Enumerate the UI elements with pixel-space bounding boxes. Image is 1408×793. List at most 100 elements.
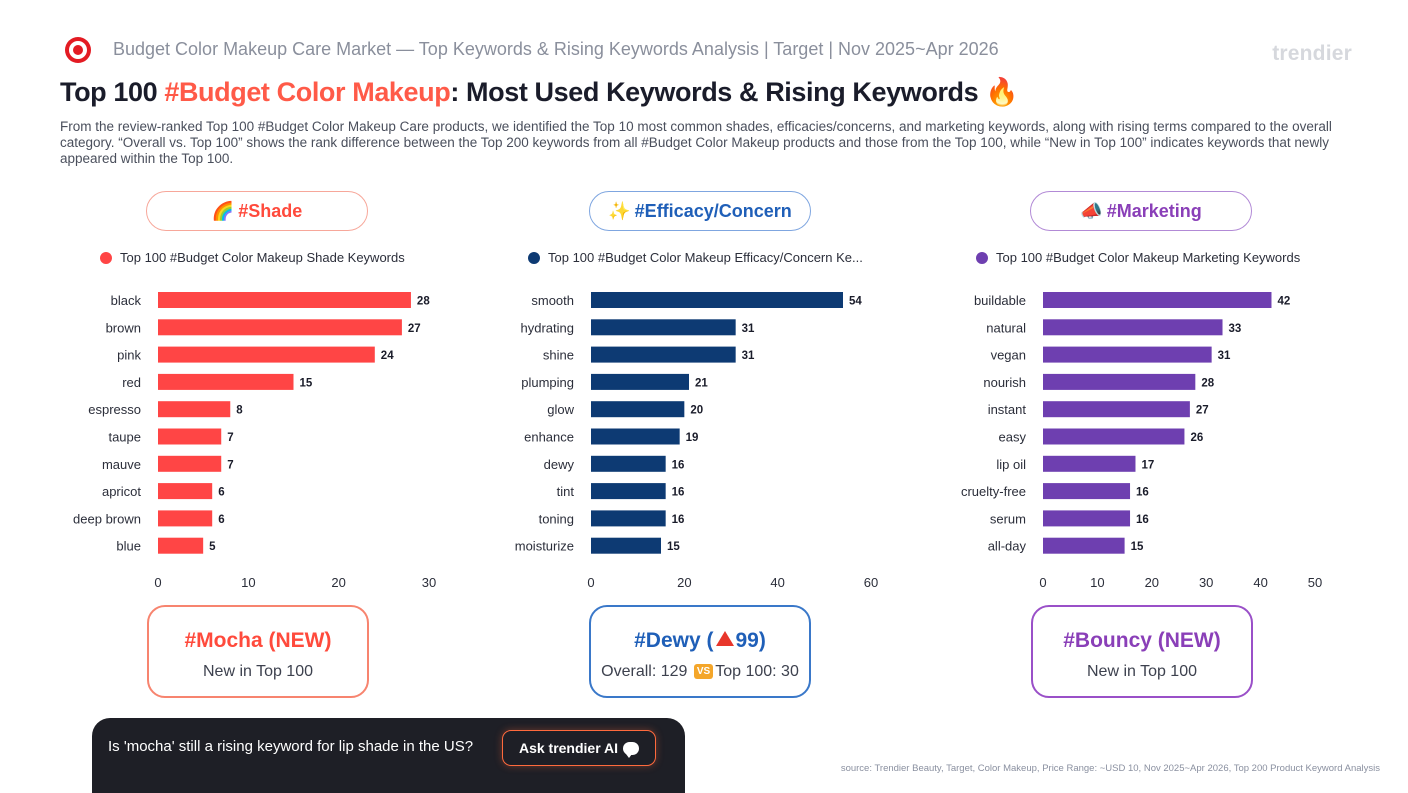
category-label: blue xyxy=(116,539,141,554)
overall-rank: Overall: 129 xyxy=(601,663,688,680)
title-prefix: Top 100 xyxy=(60,77,165,107)
data-label: 27 xyxy=(1196,405,1209,417)
data-label: 16 xyxy=(672,459,685,471)
data-label: 27 xyxy=(408,323,421,335)
category-label: enhance xyxy=(524,430,574,445)
x-tick-label: 30 xyxy=(422,575,436,590)
legend-swatch xyxy=(528,251,540,264)
data-label: 15 xyxy=(300,377,313,389)
card-subtitle: New in Top 100 xyxy=(203,663,313,680)
rising-keyword-card-efficacy: #Dewy (99) Overall: 129 VS Top 100: 30 xyxy=(589,605,811,698)
x-tick-label: 20 xyxy=(331,575,345,590)
data-label: 16 xyxy=(672,514,685,526)
bar xyxy=(1043,346,1212,363)
fire-icon: 🔥 xyxy=(985,77,1019,108)
data-label: 15 xyxy=(1131,541,1144,553)
category-label: all-day xyxy=(988,539,1027,554)
bar xyxy=(158,346,375,363)
legend-swatch xyxy=(100,251,112,264)
card-title-value: 99 xyxy=(735,629,759,652)
bar xyxy=(1043,537,1125,554)
data-label: 7 xyxy=(227,432,233,444)
data-label: 31 xyxy=(742,323,755,335)
x-tick-label: 50 xyxy=(1308,575,1322,590)
sparkles-icon: ✨ xyxy=(608,200,631,222)
bar xyxy=(591,401,685,418)
category-label: espresso xyxy=(88,402,141,417)
data-label: 15 xyxy=(667,541,680,553)
ask-trendier-ai-button[interactable]: Ask trendier AI xyxy=(502,730,656,766)
category-label: shine xyxy=(543,348,574,363)
bar xyxy=(158,428,222,445)
ask-ai-banner: Is 'mocha' still a rising keyword for li… xyxy=(92,718,685,793)
legend-label: Top 100 #Budget Color Makeup Shade Keywo… xyxy=(120,250,405,265)
bar xyxy=(158,292,411,308)
category-label: hydrating xyxy=(521,320,574,335)
source-note: source: Trendier Beauty, Target, Color M… xyxy=(840,763,1380,774)
rank-up-icon xyxy=(715,631,734,646)
data-label: 17 xyxy=(1141,459,1154,471)
data-label: 6 xyxy=(218,514,224,526)
bar xyxy=(158,483,213,500)
data-label: 54 xyxy=(849,296,862,308)
x-tick-label: 20 xyxy=(677,575,691,590)
category-label: instant xyxy=(988,402,1027,417)
target-logo-icon xyxy=(65,37,91,63)
bar xyxy=(591,292,843,308)
category-label: buildable xyxy=(974,293,1026,308)
section-pill-efficacy: ✨ #Efficacy/Concern xyxy=(589,191,811,231)
bar xyxy=(158,319,402,336)
chat-bubble-icon xyxy=(623,741,640,758)
data-label: 5 xyxy=(209,541,216,553)
vs-badge-icon: VS xyxy=(693,664,714,679)
x-tick-label: 10 xyxy=(241,575,255,590)
bar-charts: black 28 brown 27 pink 24 red 15 espresso 8 taupe 7… xyxy=(73,292,1322,590)
x-tick-label: 40 xyxy=(770,575,784,590)
chart-legend-marketing: Top 100 #Budget Color Makeup Marketing K… xyxy=(976,250,1300,265)
category-label: mauve xyxy=(102,457,141,472)
category-label: vegan xyxy=(991,348,1026,363)
legend-label: Top 100 #Budget Color Makeup Marketing K… xyxy=(996,250,1301,265)
pill-label: #Efficacy/Concern xyxy=(634,200,792,221)
title-highlight: #Budget Color Makeup xyxy=(164,77,451,107)
data-label: 19 xyxy=(686,432,699,444)
bar xyxy=(591,319,736,336)
ask-button-label: Ask trendier AI xyxy=(518,740,619,756)
bar xyxy=(1043,455,1136,472)
bar xyxy=(1043,483,1131,500)
x-tick-label: 40 xyxy=(1253,575,1267,590)
category-label: brown xyxy=(106,320,141,335)
x-tick-label: 0 xyxy=(587,575,594,590)
category-label: natural xyxy=(986,320,1026,335)
category-label: taupe xyxy=(108,430,141,445)
data-label: 31 xyxy=(1218,350,1231,362)
bar xyxy=(591,537,661,554)
card-title: #Mocha (NEW) xyxy=(184,629,332,652)
data-label: 8 xyxy=(236,405,243,417)
bar xyxy=(158,373,294,390)
card-title-suffix: ) xyxy=(758,629,766,652)
data-label: 28 xyxy=(1201,377,1214,389)
bar xyxy=(591,346,736,363)
rising-keyword-card-marketing: #Bouncy (NEW) New in Top 100 xyxy=(1031,605,1253,698)
top100-rank: Top 100: 30 xyxy=(715,663,799,680)
data-label: 20 xyxy=(690,405,703,417)
section-pill-shade: 🌈 #Shade xyxy=(146,191,368,231)
bar xyxy=(591,373,689,390)
card-subtitle: Overall: 129 VS Top 100: 30 xyxy=(591,663,809,681)
title-suffix: : Most Used Keywords & Rising Keywords xyxy=(450,77,979,107)
category-label: plumping xyxy=(521,375,574,390)
category-label: lip oil xyxy=(996,457,1026,472)
card-title: #Dewy (99) xyxy=(591,629,809,653)
category-label: cruelty-free xyxy=(961,484,1026,499)
bar xyxy=(1043,373,1196,390)
category-label: easy xyxy=(999,430,1027,445)
data-label: 42 xyxy=(1277,296,1290,308)
card-title: #Bouncy (NEW) xyxy=(1063,629,1221,652)
x-tick-label: 0 xyxy=(1039,575,1046,590)
bar xyxy=(591,483,666,500)
category-label: black xyxy=(111,293,142,308)
bar xyxy=(591,455,666,472)
category-label: nourish xyxy=(983,375,1026,390)
category-label: tint xyxy=(557,484,575,499)
